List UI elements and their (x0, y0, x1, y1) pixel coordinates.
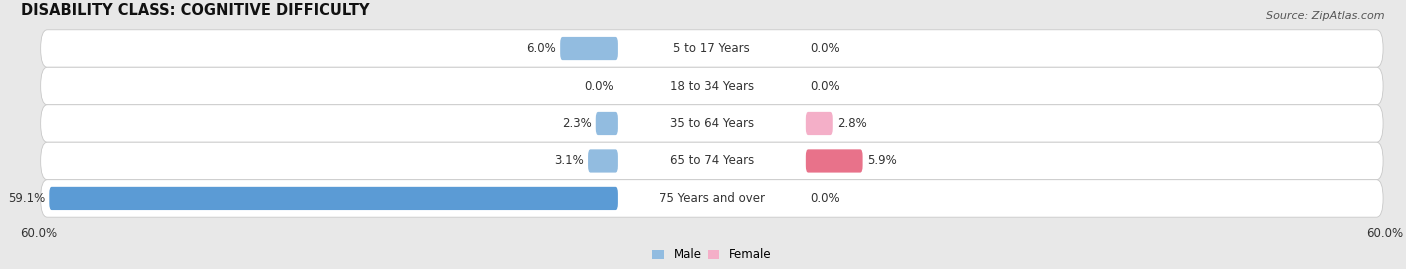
Text: 60.0%: 60.0% (1367, 226, 1403, 240)
Text: 18 to 34 Years: 18 to 34 Years (669, 80, 754, 93)
FancyBboxPatch shape (806, 112, 832, 135)
Text: 65 to 74 Years: 65 to 74 Years (669, 154, 754, 168)
Legend: Male, Female: Male, Female (648, 243, 776, 266)
Text: DISABILITY CLASS: COGNITIVE DIFFICULTY: DISABILITY CLASS: COGNITIVE DIFFICULTY (21, 3, 368, 18)
Text: 5.9%: 5.9% (866, 154, 897, 168)
Text: 0.0%: 0.0% (810, 192, 839, 205)
Text: Source: ZipAtlas.com: Source: ZipAtlas.com (1267, 11, 1385, 21)
FancyBboxPatch shape (41, 105, 1384, 142)
FancyBboxPatch shape (560, 37, 617, 60)
Text: 59.1%: 59.1% (8, 192, 45, 205)
Text: 0.0%: 0.0% (810, 80, 839, 93)
Text: 3.1%: 3.1% (554, 154, 583, 168)
FancyBboxPatch shape (41, 142, 1384, 180)
FancyBboxPatch shape (596, 112, 617, 135)
FancyBboxPatch shape (49, 187, 617, 210)
FancyBboxPatch shape (41, 180, 1384, 217)
FancyBboxPatch shape (41, 67, 1384, 105)
Text: 2.3%: 2.3% (562, 117, 592, 130)
Text: 2.8%: 2.8% (837, 117, 866, 130)
Text: 75 Years and over: 75 Years and over (659, 192, 765, 205)
Text: 35 to 64 Years: 35 to 64 Years (669, 117, 754, 130)
FancyBboxPatch shape (41, 30, 1384, 67)
Text: 0.0%: 0.0% (585, 80, 614, 93)
FancyBboxPatch shape (588, 149, 617, 173)
Text: 0.0%: 0.0% (810, 42, 839, 55)
Text: 5 to 17 Years: 5 to 17 Years (673, 42, 751, 55)
Text: 60.0%: 60.0% (21, 226, 58, 240)
Text: 6.0%: 6.0% (526, 42, 557, 55)
FancyBboxPatch shape (806, 149, 863, 173)
